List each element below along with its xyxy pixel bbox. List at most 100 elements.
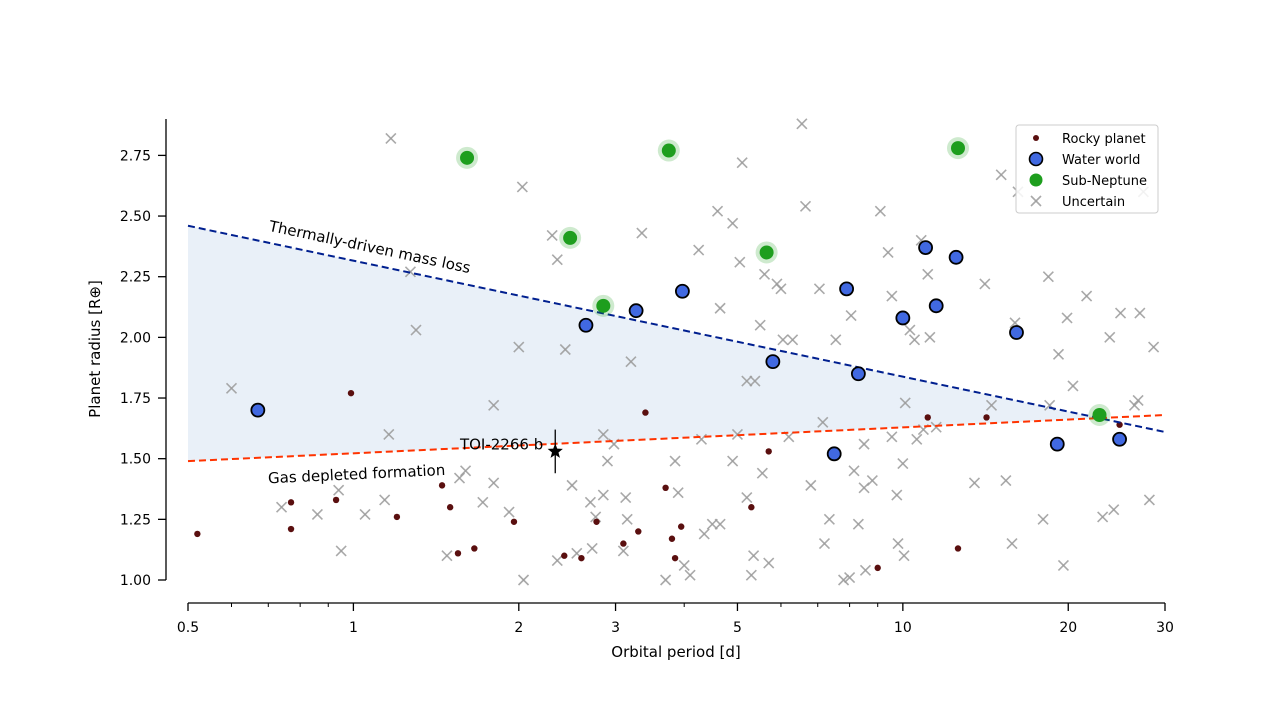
uncertain-point (1037, 513, 1049, 525)
highlight-label: TOI-2266 b (459, 435, 543, 453)
x-tick-label: 2 (514, 620, 523, 636)
uncertain-point (1104, 331, 1116, 343)
uncertain-point (845, 309, 857, 322)
uncertain-point (584, 496, 596, 508)
rocky-layer (194, 389, 1123, 572)
rocky-planet-point (874, 564, 881, 572)
rocky-planet-point (983, 414, 990, 421)
uncertain-point (586, 542, 598, 555)
x-tick-label: 30 (1156, 620, 1174, 636)
uncertain-point (817, 416, 829, 428)
uncertain-point (1057, 559, 1069, 572)
uncertain-point (796, 118, 808, 130)
legend-item: Water world (1028, 151, 1140, 168)
y-ticks: 1.00 1.25 1.50 1.75 2.00 2.25 2.50 2.75 (120, 148, 166, 589)
uncertain-point (441, 550, 453, 562)
rocky-planet-point (561, 552, 568, 559)
sub-neptune-point (946, 137, 969, 160)
rocky-planet-point (287, 499, 295, 506)
highlight-planet: TOI-2266 b (459, 429, 563, 474)
y-tick-label: 1.00 (120, 573, 151, 589)
legend: Rocky planet Water world Sub-Neptune Uncert… (1015, 124, 1159, 214)
axes (165, 119, 1165, 604)
legend-marker (1028, 151, 1044, 167)
uncertain-point (891, 489, 903, 501)
water-world-point (578, 317, 594, 333)
uncertain-point (898, 550, 910, 562)
rocky-planet-point (924, 414, 931, 421)
water-world-point (1049, 436, 1065, 452)
uncertain-point (756, 467, 768, 479)
uncertain-point (453, 472, 466, 484)
rocky-planet-point (194, 530, 201, 538)
uncertain-point (335, 545, 347, 557)
uncertain-point (848, 465, 860, 477)
legend-box (1015, 124, 1159, 214)
uncertain-point (711, 205, 724, 217)
uncertain-point (930, 421, 942, 433)
rocky-planet-point (446, 504, 454, 511)
uncertain-point (734, 256, 746, 268)
mass-loss-line (187, 224, 1166, 433)
uncertain-point (823, 513, 835, 525)
shaded-region (188, 225, 1100, 462)
legend-label: Uncertain (1062, 195, 1125, 210)
rocky-planet-point (635, 528, 642, 535)
uncertain-point (741, 491, 753, 504)
uncertain-point (899, 397, 911, 409)
uncertain-point (882, 246, 894, 259)
uncertain-point (830, 334, 842, 346)
sub-neptune-point (559, 226, 582, 249)
uncertain-point (566, 479, 578, 491)
uncertain-point (897, 457, 909, 470)
rocky-planet-point (748, 504, 755, 511)
highlight-star-marker (547, 443, 563, 458)
uncertain-point (859, 564, 872, 576)
legend-marker (1033, 135, 1039, 141)
y-tick-label: 1.75 (120, 391, 151, 407)
x-tick-label: 1 (349, 620, 358, 636)
uncertain-point (516, 181, 528, 193)
uncertain-point (404, 266, 417, 278)
rocky-planet-point (954, 545, 962, 552)
uncertain-point (333, 484, 345, 496)
uncertain-point (698, 528, 710, 540)
rocky-planet-point (287, 525, 295, 533)
rocky-planet-point (642, 409, 649, 416)
uncertain-layer (225, 118, 1160, 586)
water-world-point (1009, 325, 1024, 340)
rocky-planet-point (765, 448, 772, 455)
uncertain-point (684, 569, 696, 581)
uncertain-point (1143, 494, 1155, 506)
uncertain-point (714, 518, 726, 530)
rocky-planet-point (332, 496, 340, 504)
rocky-planet-point (438, 482, 446, 489)
uncertain-point (559, 343, 571, 356)
uncertain-point (874, 205, 886, 217)
uncertain-point (636, 227, 648, 239)
uncertain-point (858, 438, 870, 450)
rocky-planet-point (454, 550, 462, 557)
legend-item: Sub-Neptune (1029, 173, 1147, 189)
uncertain-point (1128, 399, 1141, 411)
uncertain-point (979, 278, 991, 290)
uncertain-point (620, 491, 632, 504)
y-tick-label: 2.00 (120, 330, 151, 346)
uncertain-point (678, 559, 690, 572)
uncertain-point (777, 334, 789, 346)
uncertain-point (805, 479, 817, 491)
uncertain-point (503, 506, 515, 518)
sub-neptune-point (657, 139, 680, 162)
uncertain-point (1052, 348, 1065, 360)
uncertain-point (758, 268, 771, 280)
legend-marker (1030, 195, 1042, 207)
rocky-planet-point (471, 545, 478, 552)
uncertain-point (379, 494, 391, 506)
water-world-point (918, 240, 933, 255)
uncertain-point (617, 545, 629, 557)
water-world-point (948, 249, 964, 265)
uncertain-point (968, 477, 981, 489)
y-tick-label: 1.25 (120, 512, 151, 528)
rocky-planet-point (578, 554, 585, 562)
uncertain-point (748, 550, 760, 562)
